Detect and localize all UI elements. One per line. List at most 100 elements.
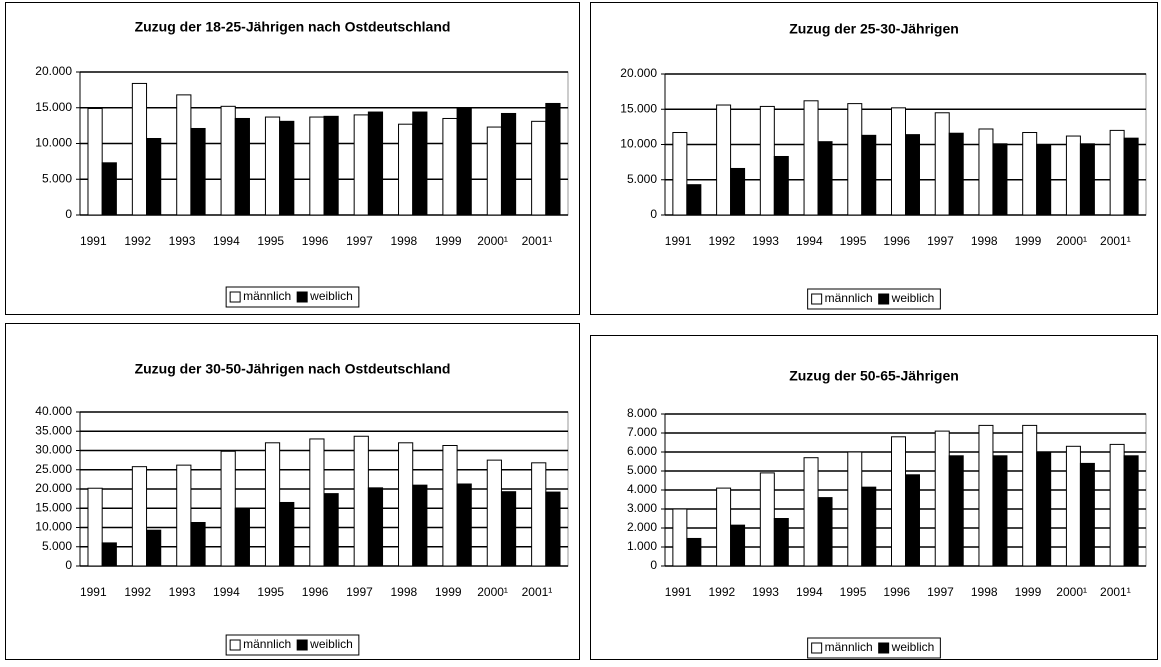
legend-swatch — [296, 291, 308, 303]
bar — [442, 444, 458, 567]
bar — [220, 105, 236, 216]
bar — [442, 117, 458, 216]
x-tick-label: 1993 — [752, 585, 779, 599]
bar — [367, 487, 384, 567]
legend-swatch — [229, 639, 241, 651]
x-tick-label: 2000¹ — [477, 234, 508, 248]
bar — [686, 184, 702, 216]
y-tick-label: 0 — [650, 558, 657, 572]
x-tick-label: 1999 — [1015, 234, 1042, 248]
bar — [1065, 135, 1081, 216]
bar — [672, 132, 688, 216]
bar — [323, 493, 339, 567]
bar — [992, 143, 1008, 216]
bar — [978, 128, 994, 216]
y-tick-label: 5.000 — [627, 463, 657, 477]
bar — [992, 455, 1008, 567]
legend: männlich weiblich — [807, 637, 941, 659]
y-tick-label: 15.000 — [35, 100, 72, 114]
bar — [367, 111, 384, 216]
y-tick-label: 10.000 — [35, 520, 72, 534]
legend-swatch — [811, 642, 823, 654]
x-tick-label: 1995 — [840, 234, 867, 248]
y-tick-label: 20.000 — [35, 64, 72, 78]
bar — [234, 117, 250, 216]
bar — [773, 518, 789, 567]
bar — [730, 524, 746, 567]
x-tick-label: 1999 — [435, 585, 462, 599]
bar — [545, 491, 561, 567]
legend-label: männlich — [825, 291, 873, 305]
chart-panel: Zuzug der 30-50-Jährigen nach Ostdeutsch… — [5, 323, 580, 660]
y-tick-label: 6.000 — [627, 444, 657, 458]
chart-title: Zuzug der 50-65-Jährigen — [789, 368, 959, 384]
y-tick-label: 15.000 — [620, 101, 657, 115]
bar — [190, 127, 206, 216]
bar — [131, 466, 148, 567]
x-tick-label: 1995 — [840, 585, 867, 599]
x-tick-label: 1998 — [971, 234, 998, 248]
bar — [531, 120, 547, 216]
x-tick-label: 1998 — [971, 585, 998, 599]
bar — [1123, 455, 1139, 567]
bar — [803, 457, 819, 567]
legend-label: männlich — [825, 640, 873, 654]
bar — [264, 116, 281, 216]
bar — [398, 123, 414, 216]
x-tick-label: 1998 — [391, 234, 418, 248]
bar — [716, 104, 732, 216]
bar — [730, 167, 746, 216]
x-tick-label: 1991 — [80, 234, 107, 248]
bar — [861, 134, 877, 216]
bar — [686, 537, 702, 567]
x-tick-label: 1992 — [124, 585, 151, 599]
bar — [948, 455, 964, 567]
y-tick-label: 5.000 — [627, 172, 657, 186]
chart-panel: Zuzug der 25-30-Jährigen 0 5.000 10.000 15.0… — [590, 2, 1158, 315]
x-tick-label: 1996 — [883, 585, 910, 599]
bar — [101, 542, 117, 567]
x-tick-label: 2000¹ — [1056, 585, 1087, 599]
bar — [264, 442, 281, 567]
bar — [398, 442, 414, 567]
x-tick-label: 1996 — [302, 585, 329, 599]
x-tick-label: 1994 — [213, 585, 240, 599]
bar — [190, 521, 206, 567]
bar — [412, 111, 428, 216]
y-tick-label: 7.000 — [627, 425, 657, 439]
bar — [905, 474, 920, 567]
bar — [500, 112, 517, 216]
x-tick-label: 1993 — [169, 234, 196, 248]
y-tick-label: 40.000 — [35, 404, 72, 418]
x-tick-label: 1999 — [435, 234, 462, 248]
legend-label: männlich — [243, 637, 291, 651]
x-tick-label: 1992 — [124, 234, 151, 248]
y-tick-label: 30.000 — [35, 443, 72, 457]
bar — [672, 508, 688, 567]
y-tick-label: 4.000 — [627, 482, 657, 496]
y-tick-label: 1.000 — [627, 539, 657, 553]
bar — [87, 487, 103, 567]
x-tick-label: 1997 — [927, 585, 954, 599]
bar — [1079, 143, 1095, 216]
x-tick-label: 1994 — [796, 585, 823, 599]
chart-title: Zuzug der 18-25-Jährigen nach Ostdeutsch… — [135, 19, 451, 35]
y-tick-label: 5.000 — [42, 539, 72, 553]
bar — [803, 100, 819, 216]
bar — [891, 107, 906, 216]
y-tick-label: 35.000 — [35, 423, 72, 437]
y-tick-label: 0 — [65, 558, 72, 572]
bar — [279, 120, 295, 216]
y-tick-label: 0 — [650, 207, 657, 221]
x-tick-label: 2001¹ — [1100, 585, 1131, 599]
legend-label: männlich — [243, 289, 291, 303]
legend-swatch — [296, 639, 308, 651]
bar — [1123, 137, 1139, 216]
bar — [176, 464, 192, 567]
x-tick-label: 1993 — [752, 234, 779, 248]
x-tick-label: 1995 — [257, 585, 284, 599]
chart-panel: Zuzug der 50-65-Jährigen 0 1.000 2.000 3.000… — [590, 335, 1158, 660]
bar — [309, 438, 325, 567]
bar — [891, 436, 906, 567]
bar — [87, 107, 103, 216]
